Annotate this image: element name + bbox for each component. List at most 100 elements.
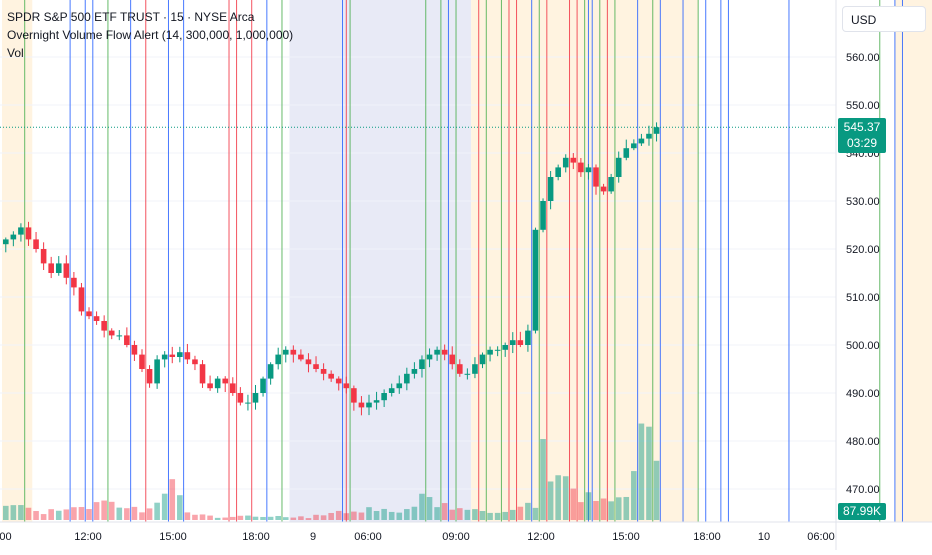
volume-bar-24 [184,512,191,520]
volume-bar-31 [237,515,244,520]
volume-bar-10 [78,507,85,520]
candle-body-64 [487,349,493,355]
currency-selector[interactable]: USD [842,6,926,32]
candle-body-19 [146,369,153,384]
candle-body-27 [207,383,213,389]
chart-legend: SPDR S&P 500 ETF TRUST · 15 · NYSE Arca … [7,8,293,62]
candle-body-2 [18,227,24,235]
y-tick-label-2: 490.00 [846,388,880,400]
volume-bar-25 [192,514,198,520]
volume-bar-9 [71,507,77,520]
y-tick-label-6: 530.00 [846,196,880,208]
candle-body-7 [55,263,62,273]
candle-body-39 [298,354,304,360]
candle-body-85 [646,133,652,139]
volume-bar-47 [358,512,365,520]
candle-body-26 [199,364,206,384]
volume-bar-48 [366,507,372,520]
candle-body-28 [214,378,221,389]
y-tick-label-3: 500.00 [846,340,880,352]
candle-body-38 [290,349,297,355]
last-price-countdown: 03:29 [846,136,878,150]
candle-body-54 [411,369,418,374]
candle-body-1 [10,234,17,240]
volume-bar-13 [101,500,107,520]
volume-bar-20 [154,502,160,520]
candle-body-10 [78,287,85,312]
volume-bar-8 [63,509,70,520]
candle-body-16 [124,335,130,345]
candle-body-51 [388,388,395,393]
volume-bar-83 [631,471,637,520]
x-tick-label-9: 18:00 [693,531,721,543]
y-tick-label-5: 520.00 [846,244,880,256]
candle-body-44 [335,378,342,384]
volume-bar-53 [404,509,410,520]
volume-bar-26 [199,514,206,520]
candle-body-80 [608,177,614,192]
volume-bar-14 [108,501,115,520]
candle-body-68 [517,340,524,345]
volume-bar-84 [638,423,645,520]
x-tick-label-2: 15:00 [159,531,187,543]
x-tick-label-3: 18:00 [242,531,270,543]
candle-body-82 [623,148,630,158]
candle-body-20 [154,359,160,384]
volume-bar-71 [540,439,546,520]
candle-body-46 [351,388,357,403]
candle-body-0 [2,239,9,245]
volume-bar-39 [298,516,304,520]
volume-bar-27 [207,515,213,520]
candle-body-24 [184,352,191,360]
candle-body-4 [33,239,39,249]
x-tick-label-10: 10 [758,531,770,543]
candle-body-31 [237,393,244,403]
volume-bar-34 [260,516,266,520]
volume-bar-73 [555,475,561,520]
candle-body-33 [252,393,259,403]
legend-indicator[interactable]: Overnight Volume Flow Alert (14, 300,000… [7,28,294,42]
legend-volume[interactable]: Vol [7,46,24,60]
volume-bar-37 [282,517,289,520]
candle-body-25 [192,359,198,365]
volume-bar-50 [381,508,387,520]
candle-body-74 [562,157,569,168]
volume-bar-1 [10,505,17,520]
volume-bar-72 [547,481,554,520]
volume-bar-29 [222,517,229,520]
volume-bar-77 [585,492,592,520]
volume-bar-75 [570,488,577,520]
legend-symbol[interactable]: SPDR S&P 500 ETF TRUST · 15 · NYSE Arca [7,10,255,24]
volume-bar-60 [457,508,463,520]
volume-bar-45 [343,513,350,520]
candle-body-5 [40,249,47,264]
candle-body-48 [366,402,372,408]
volume-bar-22 [169,479,176,520]
volume-bar-35 [267,516,274,520]
candle-body-14 [108,330,115,336]
volume-bar-49 [373,511,380,520]
volume-bar-61 [464,509,471,520]
volume-bar-63 [479,511,486,520]
candle-body-61 [464,373,471,375]
candle-body-72 [547,177,554,201]
volume-bar-76 [578,502,584,520]
candle-body-52 [396,383,403,389]
candle-body-67 [509,340,516,345]
candle-body-62 [472,364,478,374]
candle-body-32 [245,402,251,404]
candle-body-57 [434,349,440,355]
candle-body-3 [25,227,32,240]
candle-body-49 [373,400,380,403]
candle-body-69 [525,330,531,345]
y-tick-label-0: 470.00 [846,484,880,496]
volume-bar-0 [2,505,9,520]
candle-body-17 [131,345,138,355]
candle-body-50 [381,393,387,401]
volume-bar-33 [252,516,259,520]
candle-body-21 [161,354,168,360]
volume-bar-59 [449,509,456,520]
candle-body-6 [48,263,54,273]
